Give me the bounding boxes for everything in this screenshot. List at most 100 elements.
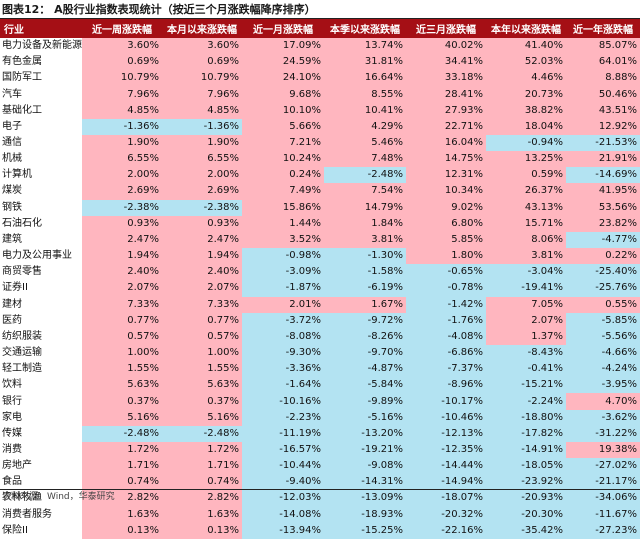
return-cell: -10.44%	[242, 458, 324, 475]
return-cell: 1.63%	[162, 506, 242, 523]
return-cell: 41.40%	[486, 38, 566, 55]
return-cell: 0.74%	[82, 474, 162, 491]
table-row: 医药 0.77% 0.77% -3.72% -9.72% -1.76% 2.07% -5.85…	[0, 312, 640, 329]
return-cell: 9.02%	[406, 199, 486, 216]
return-cell: 4.29%	[324, 118, 406, 135]
return-cell: -0.41%	[486, 361, 566, 378]
return-cell: -14.69%	[566, 167, 640, 184]
return-cell: 34.41%	[406, 54, 486, 71]
return-cell: 7.49%	[242, 183, 324, 200]
column-header-industry[interactable]: 行业	[0, 19, 82, 38]
table-row: 家电 5.16% 5.16% -2.23% -5.16% -10.46% -18.80% -3…	[0, 409, 640, 426]
header-row: 行业 近一周涨跌幅 本月以来涨跌幅 近一月涨跌幅 本季以来涨跌幅 近三月涨跌幅 …	[0, 19, 640, 38]
industry-name: 钢铁	[0, 199, 82, 216]
return-cell: -17.82%	[486, 425, 566, 442]
table-row: 纺织服装 0.57% 0.57% -8.08% -8.26% -4.08% 1.37% -5.…	[0, 328, 640, 345]
industry-name: 医药	[0, 312, 82, 329]
return-cell: -4.66%	[566, 344, 640, 362]
table-row: 建材 7.33% 7.33% 2.01% 1.67% -1.42% 7.05% 0.55%	[0, 296, 640, 313]
return-cell: 1.72%	[162, 441, 242, 459]
industry-name: 纺织服装	[0, 328, 82, 345]
return-cell: 10.10%	[242, 102, 324, 119]
return-cell: 7.96%	[162, 86, 242, 103]
return-cell: -2.48%	[82, 425, 162, 442]
return-cell: 10.79%	[162, 70, 242, 87]
return-cell: -7.37%	[406, 361, 486, 378]
return-cell: 4.70%	[566, 393, 640, 410]
return-cell: 9.68%	[242, 86, 324, 103]
return-cell: 2.47%	[162, 231, 242, 249]
return-cell: -0.78%	[406, 280, 486, 297]
return-cell: -21.53%	[566, 134, 640, 152]
return-cell: 64.01%	[566, 54, 640, 71]
table-row: 建筑 2.47% 2.47% 3.52% 3.81% 5.85% 8.06% -4.77%	[0, 231, 640, 249]
return-cell: -14.94%	[406, 474, 486, 491]
return-cell: 33.18%	[406, 70, 486, 87]
return-cell: -1.76%	[406, 312, 486, 329]
return-cell: -5.84%	[324, 377, 406, 394]
return-cell: -18.93%	[324, 506, 406, 523]
return-cell: 2.07%	[162, 280, 242, 297]
column-header-1m[interactable]: 近一月涨跌幅	[242, 19, 324, 38]
return-cell: 24.10%	[242, 70, 324, 87]
figure-title: 图表12： A股行业指数表现统计（按近三个月涨跌幅降序排序）	[2, 3, 316, 16]
column-header-ytd[interactable]: 本年以来涨跌幅	[486, 19, 566, 38]
return-cell: -2.38%	[82, 199, 162, 216]
return-cell: 7.96%	[82, 86, 162, 103]
return-cell: 23.82%	[566, 215, 640, 232]
return-cell: -15.25%	[324, 522, 406, 539]
return-cell: 15.71%	[486, 215, 566, 232]
return-cell: -12.13%	[406, 425, 486, 442]
return-cell: 0.93%	[162, 215, 242, 232]
return-cell: 2.40%	[162, 264, 242, 281]
industry-name: 国防军工	[0, 70, 82, 87]
return-cell: 0.57%	[162, 328, 242, 345]
return-cell: -19.41%	[486, 280, 566, 297]
column-header-qtd[interactable]: 本季以来涨跌幅	[324, 19, 406, 38]
return-cell: 4.46%	[486, 70, 566, 87]
return-cell: -27.02%	[566, 458, 640, 475]
return-cell: 12.31%	[406, 167, 486, 184]
return-cell: 5.16%	[162, 409, 242, 426]
column-header-3m[interactable]: 近三月涨跌幅	[406, 19, 486, 38]
return-cell: 1.80%	[406, 248, 486, 265]
industry-name: 饮料	[0, 377, 82, 394]
table-row: 食品 0.74% 0.74% -9.40% -14.31% -14.94% -23.92% -…	[0, 474, 640, 491]
return-cell: -8.96%	[406, 377, 486, 394]
return-cell: -1.42%	[406, 296, 486, 313]
return-cell: -8.08%	[242, 328, 324, 345]
table-row: 钢铁 -2.38% -2.38% 15.86% 14.79% 9.02% 43.13% 53.…	[0, 199, 640, 216]
return-cell: -2.38%	[162, 199, 242, 216]
column-header-mtd[interactable]: 本月以来涨跌幅	[162, 19, 242, 38]
return-cell: 2.82%	[82, 490, 162, 507]
return-cell: 27.93%	[406, 102, 486, 119]
table-row: 证券II 2.07% 2.07% -1.87% -6.19% -0.78% -19.41% -…	[0, 280, 640, 297]
return-cell: -9.30%	[242, 344, 324, 362]
return-cell: 0.77%	[162, 312, 242, 329]
industry-name: 银行	[0, 393, 82, 410]
return-cell: -2.48%	[162, 425, 242, 442]
return-cell: -18.80%	[486, 409, 566, 426]
return-cell: -6.19%	[324, 280, 406, 297]
return-cell: 13.74%	[324, 38, 406, 55]
return-cell: 0.55%	[566, 296, 640, 313]
industry-name: 农林牧渔	[0, 490, 82, 507]
table-row: 轻工制造 1.55% 1.55% -3.36% -4.87% -7.37% -0.41% -4…	[0, 361, 640, 378]
return-cell: -20.93%	[486, 490, 566, 507]
return-cell: -0.94%	[486, 134, 566, 152]
return-cell: 2.82%	[162, 490, 242, 507]
bottom-rule	[0, 489, 640, 490]
return-cell: -8.43%	[486, 344, 566, 362]
return-cell: 1.72%	[82, 441, 162, 459]
return-cell: 1.90%	[162, 134, 242, 152]
return-cell: 18.04%	[486, 118, 566, 135]
column-header-1y[interactable]: 近一年涨跌幅	[566, 19, 640, 38]
return-cell: -4.77%	[566, 231, 640, 249]
table-row: 农林牧渔 2.82% 2.82% -12.03% -13.09% -18.07% -20.9…	[0, 490, 640, 507]
return-cell: 1.55%	[82, 361, 162, 378]
column-header-week[interactable]: 近一周涨跌幅	[82, 19, 162, 38]
return-cell: 6.80%	[406, 215, 486, 232]
return-cell: -18.07%	[406, 490, 486, 507]
industry-name: 煤炭	[0, 183, 82, 200]
return-cell: -9.70%	[324, 344, 406, 362]
